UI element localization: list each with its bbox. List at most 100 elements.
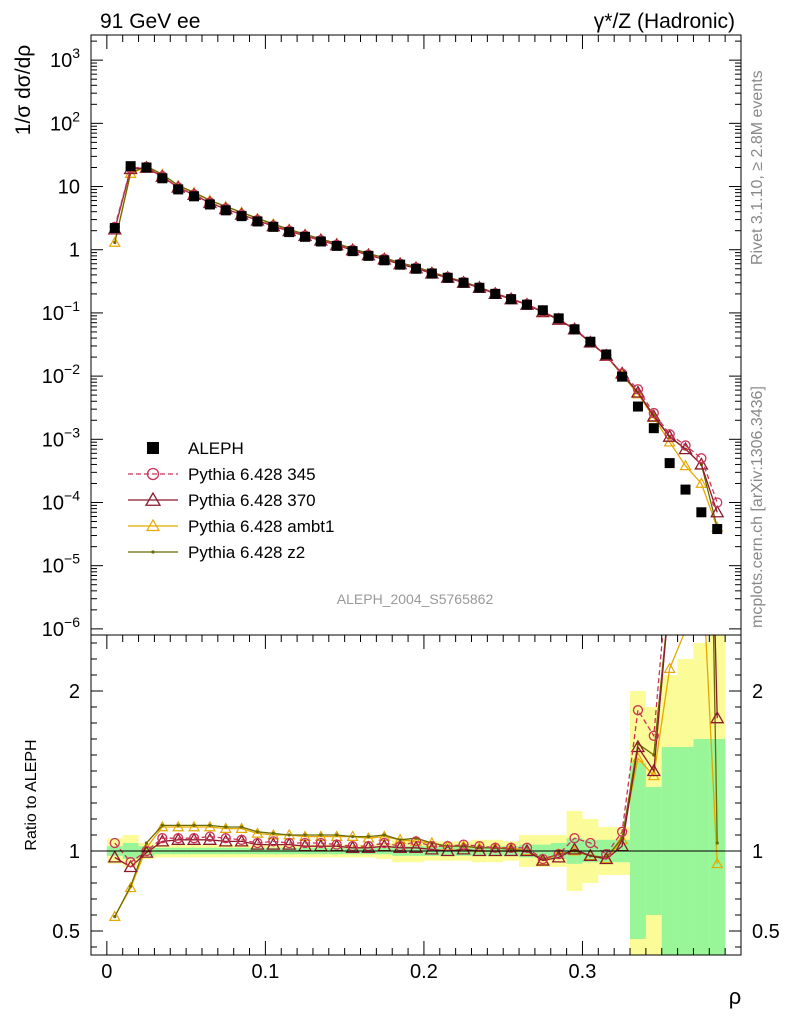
p370-marker (680, 333, 692, 344)
p370-marker (695, 77, 707, 88)
z2-marker (366, 835, 371, 839)
legend-label: Pythia 6.428 370 (188, 491, 316, 510)
p345-marker (252, 837, 263, 849)
main-ylabel: 1/σ dσ/dρ (12, 45, 35, 135)
data-point (712, 524, 723, 535)
ambt1-marker (156, 820, 169, 832)
data-point (537, 305, 548, 316)
y-tick-label: 10−6 (42, 614, 80, 641)
ratio-uncertainty-bands (106, 635, 726, 955)
z2-marker (382, 833, 386, 837)
p370-marker (646, 763, 661, 777)
z2-marker (113, 915, 117, 919)
p370-marker (218, 834, 233, 847)
main-y-axis-ticks: 10−6 10−5 10−4 10−3 10−2 10−1 1 10 102 103 (42, 40, 741, 641)
p370-marker (266, 837, 281, 850)
data-point (109, 223, 120, 234)
p345-marker (521, 842, 533, 853)
data-point (442, 272, 453, 283)
p345-marker (601, 849, 612, 860)
y-tick-label: 10 (58, 177, 80, 199)
legend: ALEPH Pythia 6.428 345 Pythia 6.428 370 Pyt… (128, 439, 334, 562)
p345-marker (537, 853, 548, 865)
data-point (648, 423, 659, 434)
z2-marker (192, 823, 196, 828)
band-inner (693, 739, 710, 955)
z2-marker (287, 833, 291, 837)
p370-marker (139, 845, 154, 858)
data-point (680, 484, 691, 495)
p345-marker (681, 271, 690, 280)
ratio-ylabel: Ratio to ALEPH (23, 739, 40, 850)
z2-marker (335, 833, 339, 837)
ratio-tick-label: 0.5 (52, 921, 80, 943)
data-point (125, 161, 136, 172)
p345-marker (109, 837, 120, 849)
z2-marker (151, 550, 155, 554)
p345-marker (696, 453, 707, 464)
ambt1-marker (124, 881, 137, 893)
x-tick-label: 0.3 (569, 961, 597, 983)
p370-marker (630, 739, 646, 753)
x-tick-label: 0.1 (251, 961, 279, 983)
mcplots-label: mcplots.cern.ch [arXiv:1306.3436] (749, 386, 766, 628)
right-title: γ*/Z (Hadronic) (594, 10, 735, 33)
ratio-tick-label-right: 1 (752, 841, 763, 863)
p345-marker (220, 833, 231, 844)
x-axis-ticks: 0 0.1 0.2 0.3 (101, 35, 726, 983)
analysis-watermark: ALEPH_2004_S5765862 (337, 591, 494, 607)
ambt1-marker (203, 820, 216, 832)
data-point (585, 336, 596, 347)
z2-marker (129, 884, 133, 888)
band-inner (709, 739, 726, 955)
p370-marker (694, 457, 709, 470)
p345-marker (585, 837, 596, 849)
data-point (395, 259, 406, 270)
z2-marker (113, 240, 117, 245)
left-title: 91 GeV ee (100, 10, 200, 33)
xlabel: ρ (729, 984, 742, 1009)
data-point (601, 349, 612, 360)
p370-marker (488, 843, 503, 857)
z2-marker (319, 833, 323, 837)
p370-marker (107, 850, 122, 863)
p370-marker (710, 710, 725, 724)
z2-marker (240, 825, 244, 829)
z2-marker (271, 831, 275, 836)
y-tick-label: 10−5 (42, 551, 80, 578)
p345-marker (188, 833, 200, 844)
y-tick-label: 10−1 (42, 298, 80, 325)
p345-marker (713, 591, 722, 600)
data-point (236, 211, 247, 222)
data-point (664, 458, 675, 469)
data-point (315, 236, 326, 247)
ratio-tick-label: 1 (69, 841, 80, 863)
p345-marker (712, 497, 723, 508)
p370-marker (504, 843, 519, 857)
p345-marker (299, 837, 311, 849)
y-tick-label: 103 (50, 45, 80, 72)
data-point (252, 216, 263, 227)
p345-marker (490, 842, 501, 853)
z2-marker (684, 305, 687, 308)
data-point (506, 294, 517, 305)
data-point (331, 240, 342, 251)
data-point (347, 246, 358, 257)
data-point (220, 205, 231, 216)
p370-marker (144, 491, 162, 506)
z2-marker (144, 841, 149, 845)
p345-marker (458, 839, 469, 850)
p370-marker (202, 832, 218, 845)
p345-marker (379, 837, 390, 849)
ambt1-marker (188, 820, 201, 832)
p345-marker (157, 833, 168, 844)
p345-marker (173, 833, 184, 844)
y-tick-label: 1 (69, 240, 80, 262)
data-point (569, 324, 580, 335)
z2-marker (208, 823, 212, 828)
rivet-label: Rivet 3.1.10, ≥ 2.8M events (749, 70, 766, 265)
p345-marker (569, 833, 580, 844)
data-point (189, 191, 200, 202)
ambt1-marker (219, 822, 232, 833)
p370-marker (664, 589, 676, 600)
